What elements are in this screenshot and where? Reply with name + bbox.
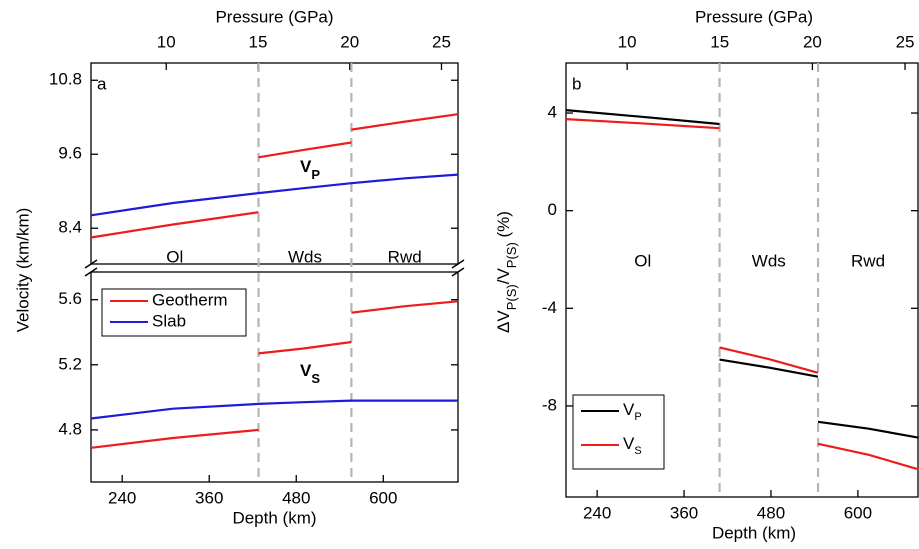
axis-break bbox=[451, 259, 465, 269]
plot-frame bbox=[90, 271, 459, 483]
y-tick-label: 9.6 bbox=[58, 144, 82, 163]
region-label: Wds bbox=[752, 251, 786, 270]
plot-frame bbox=[565, 62, 919, 498]
y-tick-label: -4 bbox=[542, 298, 557, 317]
y-tick-label: 5.6 bbox=[58, 289, 82, 308]
x2-tick-label: 20 bbox=[340, 32, 359, 51]
region-label: Ol bbox=[166, 247, 183, 266]
data-line bbox=[90, 173, 459, 217]
legend-label-part: V bbox=[623, 434, 635, 453]
annotation-part: S bbox=[311, 371, 320, 386]
x-axis-title: Depth (km) bbox=[712, 523, 796, 542]
legend-label-part: P bbox=[634, 411, 641, 423]
data-line bbox=[565, 118, 919, 471]
y-axis-title: Velocity (km/km) bbox=[13, 208, 32, 333]
data-line bbox=[90, 113, 459, 239]
x-tick-label: 240 bbox=[108, 488, 136, 507]
x-tick-label: 240 bbox=[583, 503, 611, 522]
x-tick-label: 600 bbox=[844, 503, 872, 522]
y-tick-label: 4 bbox=[548, 103, 557, 122]
legend-box bbox=[572, 394, 665, 470]
x2-axis-title: Pressure (GPa) bbox=[215, 7, 333, 26]
data-line bbox=[90, 300, 459, 449]
region-label: Wds bbox=[288, 247, 322, 266]
x-tick-label: 360 bbox=[195, 488, 223, 507]
data-line bbox=[90, 399, 458, 420]
legend-box bbox=[101, 288, 247, 337]
y-tick-label: 0 bbox=[548, 200, 557, 219]
region-label: Rwd bbox=[388, 247, 422, 266]
panel-label: a bbox=[97, 74, 107, 93]
annotation-part: P bbox=[311, 167, 320, 182]
legend-label-part: S bbox=[634, 445, 641, 457]
x2-tick-label: 25 bbox=[432, 32, 451, 51]
axis-break bbox=[84, 259, 98, 269]
data-line bbox=[565, 109, 919, 439]
annotation: VS bbox=[300, 361, 320, 385]
panel-label: b bbox=[572, 74, 581, 93]
y-axis-title-part: ΔV bbox=[494, 310, 513, 333]
axis-break bbox=[451, 267, 465, 277]
y-axis-title-part: P(S) bbox=[504, 242, 519, 268]
plot-frame bbox=[90, 62, 459, 265]
y-tick-label: 4.8 bbox=[58, 419, 82, 438]
legend-label: VP bbox=[623, 400, 642, 422]
legend-label-part: V bbox=[623, 400, 635, 419]
x2-tick-label: 15 bbox=[710, 32, 729, 51]
axis-break bbox=[84, 267, 98, 277]
region-label: Rwd bbox=[851, 251, 885, 270]
annotation-part: V bbox=[300, 157, 312, 176]
y-axis-title: ΔVP(S)/VP(S) (%) bbox=[494, 211, 518, 333]
y-axis-title-part: P(S) bbox=[504, 284, 519, 310]
y-tick-label: 10.8 bbox=[49, 70, 82, 89]
annotation-part: V bbox=[300, 361, 312, 380]
region-label: Ol bbox=[634, 251, 651, 270]
y-tick-label: 8.4 bbox=[58, 218, 82, 237]
x2-tick-label: 10 bbox=[157, 32, 176, 51]
legend-label: VS bbox=[623, 434, 642, 456]
y-tick-label: -8 bbox=[542, 395, 557, 414]
x-tick-label: 480 bbox=[282, 488, 310, 507]
x-axis-title: Depth (km) bbox=[232, 508, 316, 527]
x2-tick-label: 10 bbox=[618, 32, 637, 51]
y-axis-title-part: /V bbox=[494, 268, 513, 285]
x2-axis-title: Pressure (GPa) bbox=[695, 7, 813, 26]
x2-tick-label: 25 bbox=[896, 32, 915, 51]
x-tick-label: 600 bbox=[369, 488, 397, 507]
x2-tick-label: 15 bbox=[249, 32, 268, 51]
x-tick-label: 360 bbox=[670, 503, 698, 522]
legend-label: Geotherm bbox=[152, 290, 228, 309]
y-tick-label: 5.2 bbox=[58, 354, 82, 373]
annotation: VP bbox=[300, 157, 320, 181]
y-axis-title-part: (%) bbox=[494, 211, 513, 242]
legend-label: Slab bbox=[152, 311, 186, 330]
x2-tick-label: 20 bbox=[803, 32, 822, 51]
x-tick-label: 480 bbox=[757, 503, 785, 522]
